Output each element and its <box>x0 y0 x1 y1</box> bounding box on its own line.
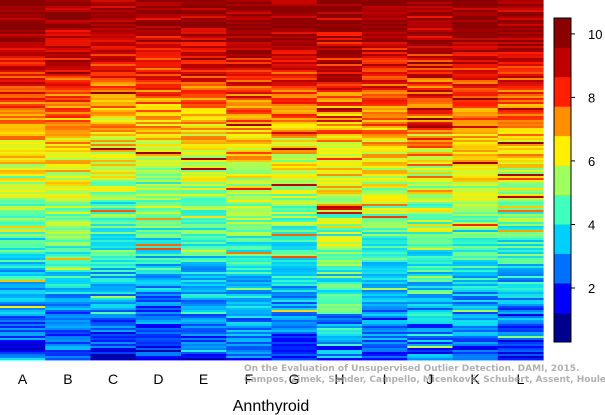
heatmap-column-F <box>226 0 273 361</box>
heatmap-column-J <box>407 0 454 361</box>
colorbar-segment <box>554 283 571 313</box>
colorbar-tick-label: 8 <box>588 90 595 105</box>
colorbar-segment <box>554 47 571 78</box>
colorbar-border <box>553 17 572 343</box>
heatmap-column-K <box>452 0 499 361</box>
watermark-line-1: On the Evaluation of Unsupervised Outlie… <box>244 364 580 374</box>
heatmap-column-H <box>316 0 363 361</box>
x-tick-label-H: H <box>334 371 344 387</box>
colorbar-segment <box>554 76 571 107</box>
x-tick-label-J: J <box>426 371 433 387</box>
heatmap-column-C <box>90 0 137 361</box>
heatmap-column-I <box>362 0 408 361</box>
colorbar-segment <box>554 194 571 225</box>
heatmap-column-D <box>135 0 182 361</box>
x-axis-ticks: A B C D E F G H I J K L <box>18 371 525 387</box>
x-tick-label-C: C <box>108 371 118 387</box>
watermark-line-2: Campos, Zimek, Sander, Campello, Micenko… <box>244 375 605 385</box>
heatmap-plot-area <box>0 0 544 361</box>
colorbar-segment <box>554 312 571 343</box>
colorbar-tick-label: 10 <box>588 27 602 42</box>
x-tick-label-B: B <box>63 371 72 387</box>
x-tick-label-D: D <box>153 371 163 387</box>
colorbar-segment <box>554 18 571 48</box>
x-tick-label-A: A <box>18 371 28 387</box>
colorbar-segment <box>554 135 571 166</box>
colorbar-tick-label: 2 <box>588 281 595 296</box>
heatmap-column-B <box>45 0 92 361</box>
heatmap-column-A <box>0 0 46 361</box>
heatmap-column-L <box>497 0 544 361</box>
x-tick-label-F: F <box>245 371 254 387</box>
x-tick-label-K: K <box>470 371 480 387</box>
colorbar: 2 4 6 8 10 <box>553 17 602 343</box>
x-tick-label-I: I <box>383 371 387 387</box>
x-tick-label-G: G <box>289 371 300 387</box>
colorbar-tick-label: 6 <box>588 154 595 169</box>
colorbar-segment <box>554 165 571 196</box>
x-tick-label-L: L <box>517 371 525 387</box>
colorbar-segment <box>554 224 571 254</box>
heatmap-column-E <box>181 0 227 361</box>
colorbar-segment <box>554 253 571 284</box>
x-tick-label-E: E <box>199 371 208 387</box>
x-axis-label: Annthyroid <box>233 398 310 415</box>
colorbar-tick-label: 4 <box>588 218 595 233</box>
heatmap-column-G <box>271 0 318 361</box>
colorbar-segment <box>554 106 571 137</box>
